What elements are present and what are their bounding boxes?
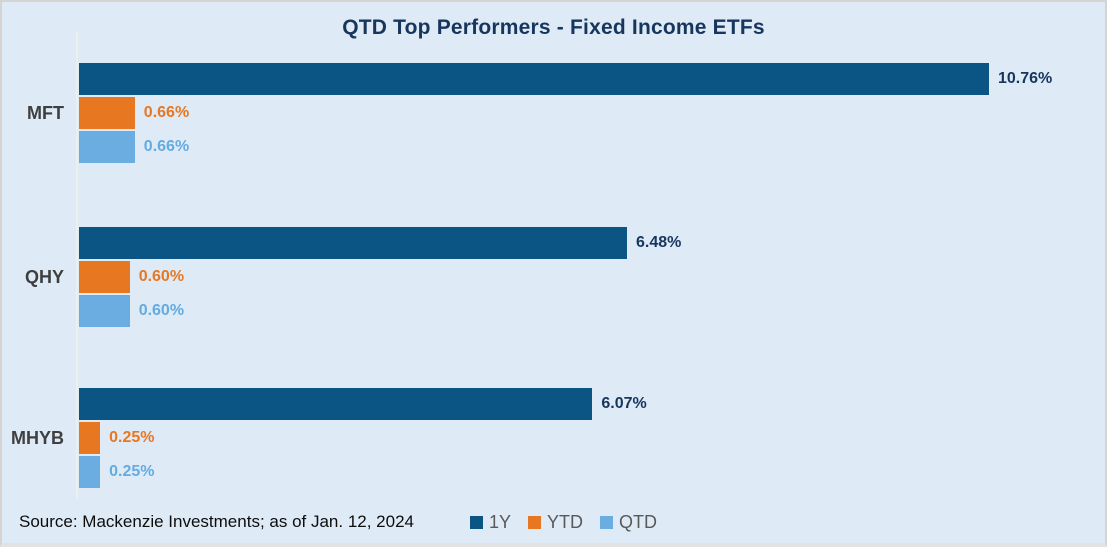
bar-row-qtd-qhy: 0.60% [79, 295, 184, 327]
bar-row-1y-mhyb: 6.07% [79, 388, 647, 420]
legend-label-ytd: YTD [547, 512, 584, 532]
legend-label-qtd: QTD [619, 512, 658, 532]
bar-1y-mhyb [79, 388, 593, 420]
bar-row-ytd-mft: 0.66% [79, 97, 189, 129]
bar-ytd-mft [79, 97, 135, 129]
legend-swatch-1y [470, 516, 483, 529]
bar-ytd-qhy [79, 261, 130, 293]
bar-row-ytd-qhy: 0.60% [79, 261, 184, 293]
y-axis-line [76, 32, 78, 499]
category-label-mft: MFT [27, 102, 64, 123]
value-label-qtd-mhyb: 0.25% [109, 463, 155, 480]
category-label-mhyb: MHYB [11, 427, 64, 448]
value-label-qtd-mft: 0.66% [143, 138, 190, 155]
value-label-1y-mft: 10.76% [998, 70, 1053, 87]
category-group-mhyb: MHYB 6.07% 0.25% 0.25% [2, 388, 1105, 488]
bar-1y-mft [79, 63, 989, 95]
value-label-1y-mhyb: 6.07% [601, 395, 647, 412]
legend-item-ytd: YTD [528, 512, 583, 533]
bar-row-1y-qhy: 6.48% [79, 227, 681, 259]
legend-swatch-ytd [528, 516, 542, 529]
value-label-ytd-mhyb: 0.25% [109, 429, 155, 446]
legend-item-qtd: QTD [600, 512, 657, 533]
bar-1y-qhy [79, 227, 627, 259]
legend: 1Y YTD QTD [470, 512, 657, 533]
bar-ytd-mhyb [79, 422, 101, 454]
category-group-mft: MFT 10.76% 0.66% 0.66% [2, 63, 1105, 163]
value-label-ytd-qhy: 0.60% [138, 268, 185, 285]
value-label-qtd-qhy: 0.60% [138, 302, 185, 319]
value-label-1y-qhy: 6.48% [636, 234, 682, 251]
category-group-qhy: QHY 6.48% 0.60% 0.60% [2, 227, 1105, 327]
chart-title: QTD Top Performers - Fixed Income ETFs [342, 16, 765, 39]
bar-qtd-mhyb [79, 456, 101, 488]
bar-row-qtd-mft: 0.66% [79, 131, 189, 163]
bar-qtd-qhy [79, 295, 130, 327]
bar-row-1y-mft: 10.76% [79, 63, 1052, 95]
category-label-qhy: QHY [24, 266, 64, 287]
bar-row-qtd-mhyb: 0.25% [79, 456, 154, 488]
legend-label-1y: 1Y [489, 512, 512, 532]
legend-swatch-qtd [600, 516, 614, 529]
value-label-ytd-mft: 0.66% [143, 104, 190, 121]
source-note: Source: Mackenzie Investments; as of Jan… [19, 512, 414, 531]
bar-qtd-mft [79, 131, 135, 163]
bar-row-ytd-mhyb: 0.25% [79, 422, 154, 454]
legend-item-1y: 1Y [470, 512, 511, 533]
